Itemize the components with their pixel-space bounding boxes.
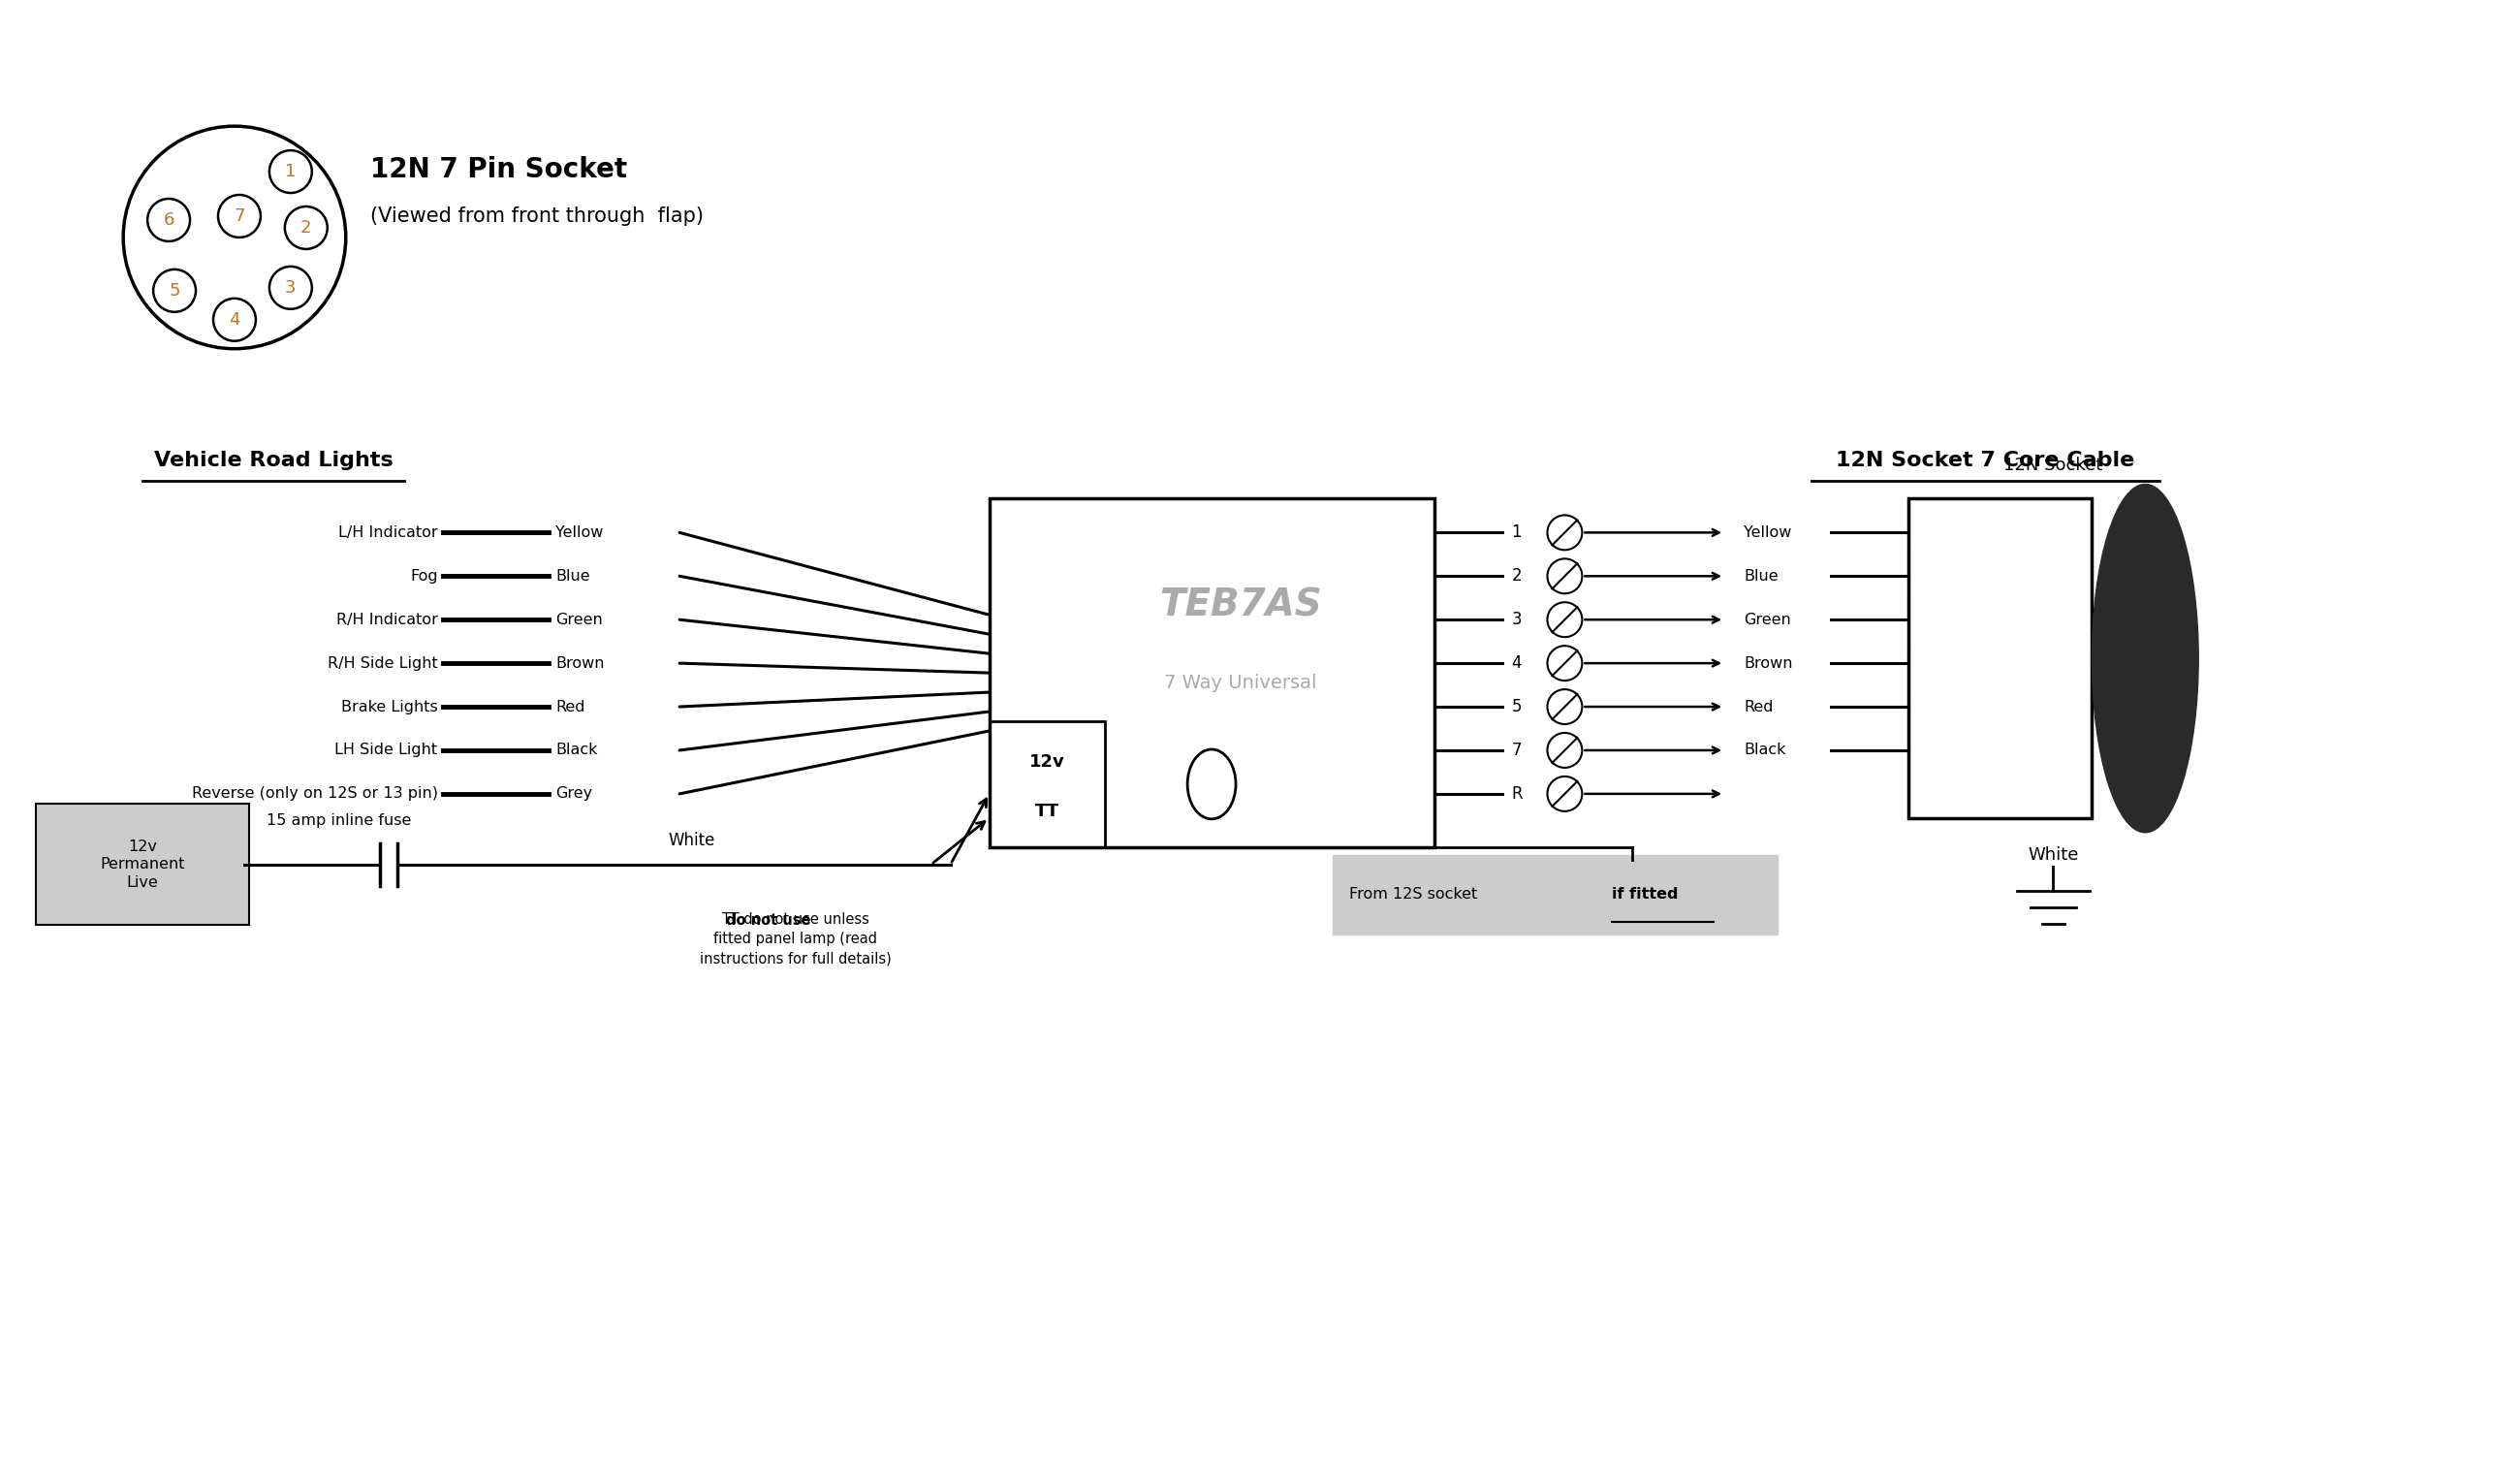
Text: Yellow: Yellow <box>1744 525 1792 539</box>
FancyBboxPatch shape <box>35 803 249 924</box>
Text: 12v: 12v <box>1028 752 1066 770</box>
Text: 6: 6 <box>164 211 174 229</box>
Text: 3: 3 <box>1512 611 1522 628</box>
Text: TEB7AS: TEB7AS <box>1159 586 1323 624</box>
Text: R/H Side Light: R/H Side Light <box>328 656 438 671</box>
Text: Green: Green <box>1744 612 1792 627</box>
Text: Red: Red <box>1744 700 1774 714</box>
Text: LH Side Light: LH Side Light <box>335 744 438 758</box>
Text: Grey: Grey <box>557 786 592 800</box>
Text: Yellow: Yellow <box>557 525 605 539</box>
Text: Red: Red <box>557 700 585 714</box>
Text: Reverse (only on 12S or 13 pin): Reverse (only on 12S or 13 pin) <box>192 786 438 800</box>
Text: 5: 5 <box>1512 698 1522 716</box>
Text: Brake Lights: Brake Lights <box>340 700 438 714</box>
Text: 15 amp inline fuse: 15 amp inline fuse <box>267 814 411 828</box>
Bar <box>1908 499 2092 818</box>
Text: 4: 4 <box>1512 655 1522 672</box>
Text: 2: 2 <box>300 219 312 236</box>
Text: 12N 7 Pin Socket: 12N 7 Pin Socket <box>370 156 627 184</box>
FancyBboxPatch shape <box>1333 854 1777 935</box>
Ellipse shape <box>2092 484 2197 833</box>
Text: Vehicle Road Lights: Vehicle Road Lights <box>154 451 393 469</box>
Text: Blue: Blue <box>557 569 590 583</box>
Text: Fog: Fog <box>411 569 438 583</box>
Text: 12N Socket: 12N Socket <box>2003 456 2102 474</box>
Text: 2: 2 <box>1512 567 1522 585</box>
Text: 12N Socket 7 Core Cable: 12N Socket 7 Core Cable <box>1837 451 2134 469</box>
Text: From 12S socket: From 12S socket <box>1348 888 1482 901</box>
Text: Blue: Blue <box>1744 569 1779 583</box>
Text: Brown: Brown <box>557 656 605 671</box>
Text: if fitted: if fitted <box>1613 888 1678 901</box>
Text: White: White <box>2029 846 2079 863</box>
Bar <box>990 499 1434 847</box>
Text: 7: 7 <box>234 207 244 225</box>
Text: 3: 3 <box>285 278 297 296</box>
Text: L/H Indicator: L/H Indicator <box>338 525 438 539</box>
Text: Black: Black <box>557 744 597 758</box>
Text: 4: 4 <box>229 311 239 328</box>
Text: TT do not use unless
fitted panel lamp (read
instructions for full details): TT do not use unless fitted panel lamp (… <box>701 911 892 967</box>
Text: (Viewed from front through  flap): (Viewed from front through flap) <box>370 207 703 226</box>
Text: TT: TT <box>1036 803 1058 821</box>
Text: R: R <box>1512 784 1522 802</box>
Text: Brown: Brown <box>1744 656 1792 671</box>
Text: Green: Green <box>557 612 602 627</box>
Text: 12v
Permanent
Live: 12v Permanent Live <box>101 840 184 889</box>
Text: 1: 1 <box>1512 523 1522 541</box>
Text: R/H Indicator: R/H Indicator <box>335 612 438 627</box>
Text: White: White <box>668 831 716 849</box>
Text: 7: 7 <box>1512 742 1522 760</box>
Text: 5: 5 <box>169 281 179 299</box>
Text: Black: Black <box>1744 744 1787 758</box>
Text: do not use: do not use <box>726 913 811 927</box>
Text: 7 Way Universal: 7 Way Universal <box>1164 674 1318 691</box>
Text: 1: 1 <box>285 163 297 181</box>
Bar <box>990 722 1106 847</box>
